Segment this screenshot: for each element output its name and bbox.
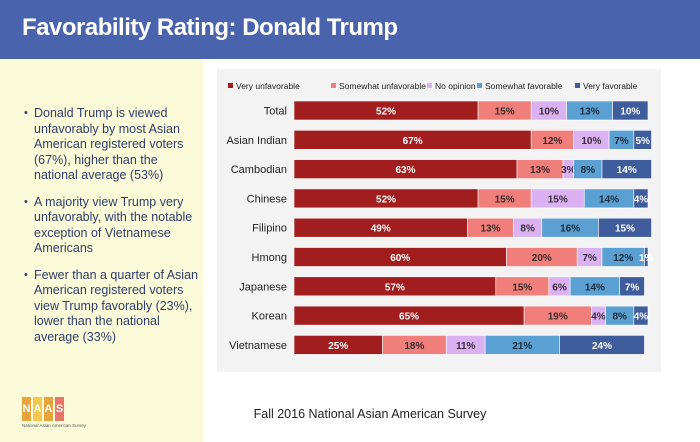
legend-swatch [575,83,580,88]
category-label: Cambodian [231,164,287,176]
category-label: Chinese [247,193,287,205]
data-label: 24% [592,341,612,352]
data-label: 13% [530,165,550,176]
logo-letter: A [44,397,53,421]
bar-segment [619,276,645,297]
data-label: 12% [613,253,633,264]
finding-item: A majority view Trump very unfavorably, … [24,195,202,257]
data-label: 4% [591,312,606,323]
logo-letter: A [33,397,42,421]
category-label: Japanese [239,281,287,293]
header-banner: Favorability Rating: Donald Trump [0,0,700,59]
data-label: 57% [385,282,405,293]
data-label: 8% [612,312,627,323]
bar-segment [633,188,649,209]
data-label: 52% [376,107,396,118]
data-label: 15% [495,107,515,118]
legend-label: No opinion [435,81,476,91]
data-label: 10% [620,107,640,118]
data-label: 6% [552,282,567,293]
bar-segment [601,159,652,179]
data-label: 25% [328,341,348,352]
data-label: 14% [617,165,637,176]
data-label: 10% [539,107,559,118]
favorability-chart: Very unfavorable Somewhat unfavorable No o… [217,69,661,372]
data-label: 10% [581,136,601,147]
data-label: 4% [634,312,649,323]
bar-segment [644,247,649,267]
key-findings-list: Donald Trump is viewed unfavorably by mo… [24,106,202,356]
finding-item: Fewer than a quarter of Asian American r… [24,268,202,346]
bar-segment [598,217,652,238]
logo-letter: N [22,397,31,421]
data-label: 65% [399,312,419,323]
legend-swatch [228,83,233,88]
data-label: 15% [495,194,515,205]
legend-label: Somewhat favorable [485,81,563,91]
data-label: 15% [548,194,568,205]
data-label: 63% [396,165,416,176]
page-title: Favorability Rating: Donald Trump [22,14,398,41]
data-label: 16% [560,224,580,235]
data-label: 21% [512,341,532,352]
data-label: 60% [390,253,410,264]
stacked-bar-chart: Very unfavorable Somewhat unfavorable No o… [226,81,654,355]
data-label: 52% [376,194,396,205]
category-label: Filipino [252,223,287,235]
bar-segment [559,335,645,355]
bar-segment [633,305,649,326]
bar-segment [612,100,649,121]
data-label: 3% [561,165,576,176]
legend-label: Somewhat unfavorable [339,81,426,91]
data-label: 19% [548,312,568,323]
bar-segment [633,129,652,150]
category-label: Asian Indian [226,135,287,147]
data-label: 14% [599,194,619,205]
category-label: Vietnamese [229,340,287,352]
data-label: 7% [625,282,640,293]
logo-letter: S [55,397,64,421]
data-label: 15% [615,224,635,235]
data-label: 14% [585,282,605,293]
finding-item: Donald Trump is viewed unfavorably by mo… [24,106,202,184]
legend-label: Very unfavorable [236,81,300,91]
data-label: 8% [581,165,596,176]
data-label: 49% [371,224,391,235]
category-label: Korean [252,311,287,323]
legend-swatch [477,83,482,88]
category-label: Hmong [252,252,287,264]
data-label: 12% [542,136,562,147]
legend-swatch [331,83,336,88]
data-label: 67% [403,136,423,147]
legend-label: Very favorable [583,81,638,91]
data-label: 15% [512,282,532,293]
data-label: 18% [404,341,424,352]
data-label: 5% [635,136,650,147]
data-label: 20% [532,253,552,264]
category-label: Total [264,106,287,118]
logo-subtitle: National Asian American Survey [22,423,87,428]
legend-swatch [427,83,432,88]
source-footer: Fall 2016 National Asian American Survey [253,407,487,421]
data-label: 4% [634,194,649,205]
data-label: 1% [639,253,654,264]
data-label: 8% [520,224,535,235]
data-label: 7% [582,253,597,264]
data-label: 11% [456,341,476,352]
data-label: 13% [480,224,500,235]
data-label: 7% [614,136,629,147]
data-label: 13% [580,107,600,118]
